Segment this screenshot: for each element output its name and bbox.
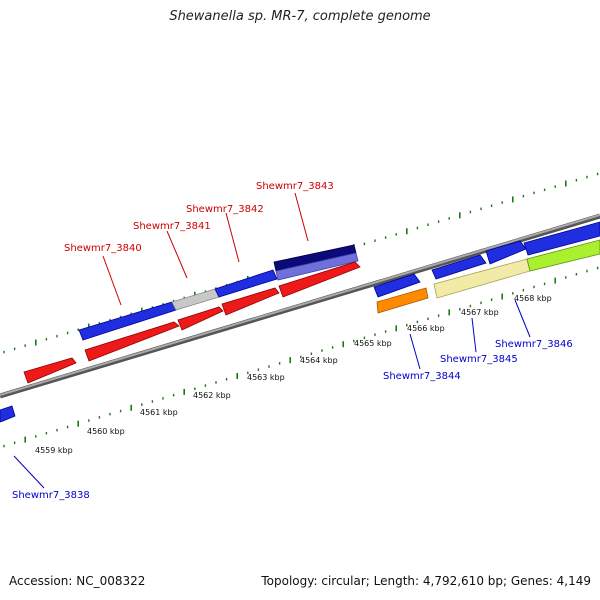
feature-orange[interactable] (376, 287, 429, 314)
gene-label-lower[interactable]: Shewmr7_3838 (12, 490, 90, 501)
scale-label: 4568 kbp (514, 294, 552, 303)
gene-labels: Shewmr7_3840 Shewmr7_3841 Shewmr7_3842 S… (12, 181, 573, 501)
feature-blue-right-2[interactable] (431, 254, 487, 280)
scale-label: 4560 kbp (87, 427, 125, 436)
feature-blue-right-1[interactable] (373, 273, 421, 298)
backbone (0, 213, 600, 399)
feature-far-left-blue[interactable] (0, 405, 16, 423)
scale-labels: 4559 kbp 4560 kbp 4561 kbp 4562 kbp 4563… (35, 294, 552, 455)
scale-label: 4562 kbp (193, 391, 231, 400)
feature-lavender-outer[interactable] (275, 252, 359, 281)
scale-label: 4566 kbp (407, 324, 445, 333)
map-title: Shewanella sp. MR-7, complete genome (169, 9, 431, 24)
scale-label: 4563 kbp (247, 373, 285, 382)
feature-red-1[interactable] (23, 357, 77, 384)
callout-lines (13, 192, 531, 489)
feature-red-2[interactable] (84, 321, 180, 362)
gene-label-upper[interactable]: Shewmr7_3841 (133, 221, 211, 232)
scale-label: 4565 kbp (354, 339, 392, 348)
gene-features (0, 221, 600, 423)
gene-label-upper[interactable]: Shewmr7_3843 (256, 181, 334, 192)
scale-label: 4567 kbp (461, 308, 499, 317)
gene-label-lower[interactable]: Shewmr7_3845 (440, 354, 518, 365)
feature-blue-outer-2[interactable] (214, 269, 278, 298)
gene-label-lower[interactable]: Shewmr7_3846 (495, 339, 573, 350)
gene-label-upper[interactable]: Shewmr7_3840 (64, 243, 142, 254)
accession-text: Accession: NC_008322 (9, 574, 146, 588)
genome-summary-text: Topology: circular; Length: 4,792,610 bp… (261, 574, 591, 588)
lower-tick-track (3, 266, 599, 448)
feature-blue-outer-1[interactable] (78, 301, 177, 341)
scale-label: 4564 kbp (300, 356, 338, 365)
scale-label: 4561 kbp (140, 408, 178, 417)
feature-red-5[interactable] (278, 261, 361, 298)
scale-label: 4559 kbp (35, 446, 73, 455)
feature-blue-right-4[interactable] (523, 221, 600, 256)
gene-label-upper[interactable]: Shewmr7_3842 (186, 204, 264, 215)
feature-red-4[interactable] (221, 287, 280, 316)
feature-red-3[interactable] (177, 306, 224, 331)
gene-label-lower[interactable]: Shewmr7_3844 (383, 371, 461, 382)
feature-lime[interactable] (526, 239, 600, 272)
